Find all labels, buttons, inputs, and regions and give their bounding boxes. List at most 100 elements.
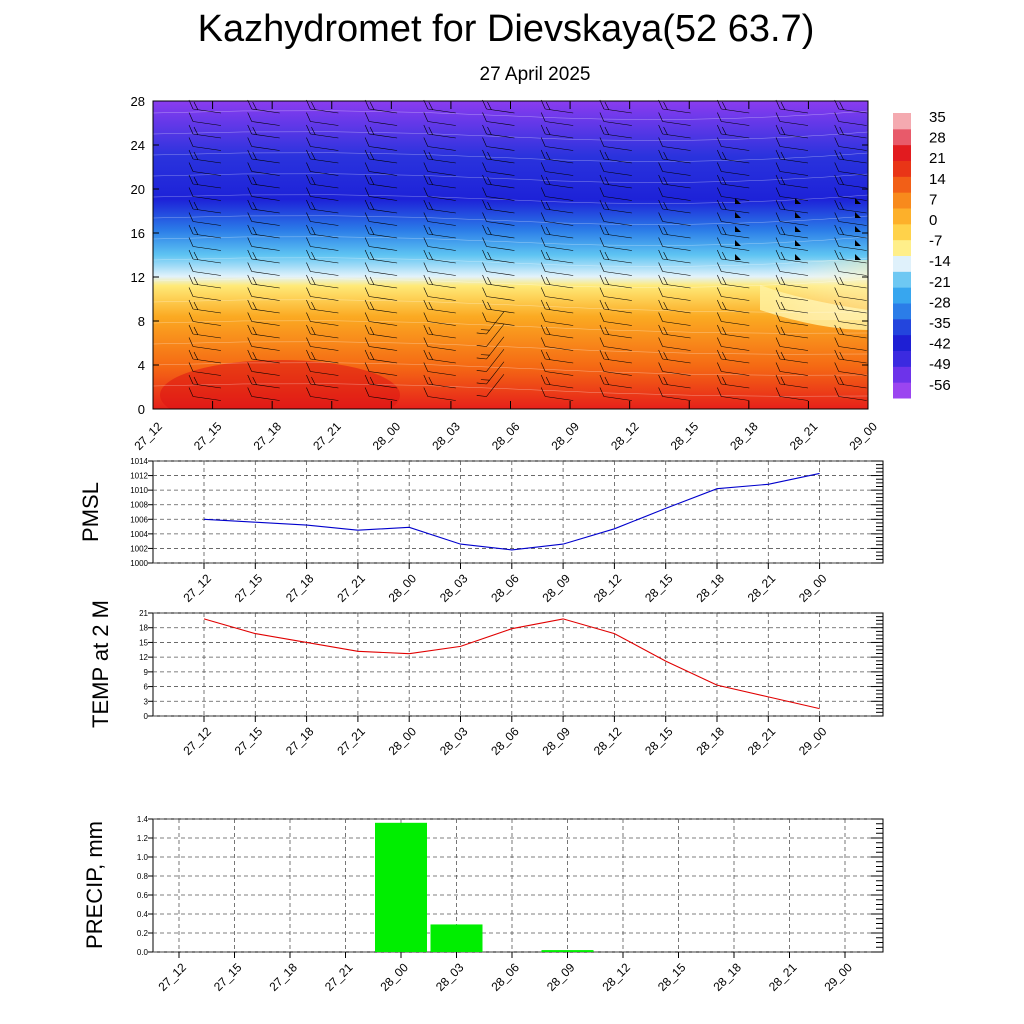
wind-barb-feather <box>306 124 311 135</box>
wind-barb-staff <box>545 396 574 401</box>
wind-pennant <box>735 240 741 246</box>
wind-barb-feather <box>482 237 487 247</box>
wind-barb-feather <box>482 124 487 135</box>
y-tick-label: 4 <box>138 358 145 373</box>
wind-pennant <box>855 198 861 204</box>
wind-barb <box>599 274 632 289</box>
wind-pennant <box>795 212 801 218</box>
wind-barb-feather <box>364 274 370 285</box>
wind-barb-feather <box>540 224 546 235</box>
wind-barb-feather <box>364 312 370 322</box>
wind-barb-feather <box>839 326 844 336</box>
wind-pennant <box>735 254 741 260</box>
wind-barb-feather <box>476 345 487 347</box>
wind-barb-feather <box>658 187 663 197</box>
wind-barb-feather <box>663 301 668 311</box>
wind-barb-feather <box>423 387 429 397</box>
wind-barb-staff <box>779 246 809 251</box>
wind-barb-staff <box>603 196 632 201</box>
wind-barb <box>364 212 398 226</box>
colorbar-label: 7 <box>929 191 937 208</box>
wind-barb-staff <box>662 371 691 376</box>
wind-barb <box>364 124 398 139</box>
wind-barb-feather <box>599 224 605 235</box>
wind-barb-feather <box>599 187 605 197</box>
wind-barb-feather <box>658 162 663 172</box>
x-tick-label: 28_21 <box>745 571 779 605</box>
wind-barb <box>423 124 456 139</box>
wind-barb-feather <box>306 274 311 285</box>
wind-barb-feather <box>775 387 781 397</box>
wind-barb <box>423 262 456 276</box>
wind-barb-feather <box>775 324 781 335</box>
wind-barb-feather <box>188 324 194 335</box>
wind-barb-staff <box>603 296 632 301</box>
wind-barb-feather <box>306 374 311 385</box>
y-tick-label: 0.4 <box>137 910 149 919</box>
wind-barb <box>482 124 515 139</box>
wind-barb <box>306 224 339 239</box>
wind-barb-feather <box>540 387 546 397</box>
wind-barb <box>540 199 574 214</box>
wind-barb <box>423 212 456 226</box>
x-tick-label: 27_21 <box>322 960 356 994</box>
wind-barb <box>188 262 222 276</box>
wind-barb <box>834 312 867 326</box>
wind-barb <box>658 287 691 301</box>
wind-barb-feather <box>834 199 839 210</box>
y-tick-label: 1000 <box>130 559 148 568</box>
colorbar-band <box>893 334 911 351</box>
wind-barb <box>717 362 750 376</box>
wind-barb-feather <box>540 299 546 310</box>
wind-barb-feather <box>540 212 546 222</box>
wind-barb-staff <box>779 121 809 126</box>
wind-barb-feather <box>658 299 663 310</box>
wind-barb <box>775 324 809 339</box>
wind-barb-feather <box>545 326 551 336</box>
wind-barb <box>599 249 632 264</box>
wind-barb-feather <box>722 151 727 161</box>
wind-barb-feather <box>839 101 844 111</box>
wind-barb-feather <box>423 137 429 147</box>
wind-barb <box>599 349 632 364</box>
contour-line <box>153 320 868 334</box>
wind-barb-feather <box>663 151 668 161</box>
wind-barb <box>834 112 867 126</box>
y-tick-label: 18 <box>139 624 148 633</box>
wind-barb-feather <box>663 251 668 261</box>
wind-barb <box>717 149 750 164</box>
wind-barb-feather <box>722 276 727 286</box>
wind-barb-feather <box>540 187 546 197</box>
pmsl-panel: 1000 1002 1004 1006 1008 1010 1012 1014 27_12 27_… <box>78 457 884 605</box>
x-tick-label: 29_00 <box>846 419 880 453</box>
wind-barb-feather <box>247 212 252 222</box>
wind-barb-feather <box>663 326 668 336</box>
wind-barb <box>306 387 339 401</box>
wind-pennant <box>735 226 741 232</box>
wind-barb <box>247 199 280 214</box>
wind-barb-feather <box>306 262 311 272</box>
wind-barb-staff <box>427 221 456 226</box>
x-tick-label: 27_21 <box>334 571 368 605</box>
wind-barb-feather <box>428 376 434 386</box>
wind-barb-staff <box>838 296 867 301</box>
wind-barb <box>599 124 632 139</box>
wind-barb-staff <box>603 221 632 226</box>
wind-barb <box>423 224 456 239</box>
colorbar-label: -21 <box>929 274 951 291</box>
x-tick-label: 27_18 <box>251 419 285 453</box>
contour-line <box>153 383 868 397</box>
wind-barb-feather <box>306 349 311 360</box>
wind-barb-feather <box>775 187 781 197</box>
x-tick-label: 27_15 <box>232 724 266 758</box>
wind-barb <box>658 237 691 251</box>
wind-barb-feather <box>188 124 194 135</box>
colorbar-label: -14 <box>929 253 951 270</box>
wind-barb-staff <box>486 246 515 251</box>
wind-barb-feather <box>599 387 605 397</box>
wind-barb-feather <box>717 237 722 247</box>
wind-barb-staff <box>251 121 280 126</box>
wind-barb <box>423 349 456 364</box>
x-tick-label: 28_21 <box>787 419 821 453</box>
x-tick-label: 28_12 <box>599 960 633 994</box>
